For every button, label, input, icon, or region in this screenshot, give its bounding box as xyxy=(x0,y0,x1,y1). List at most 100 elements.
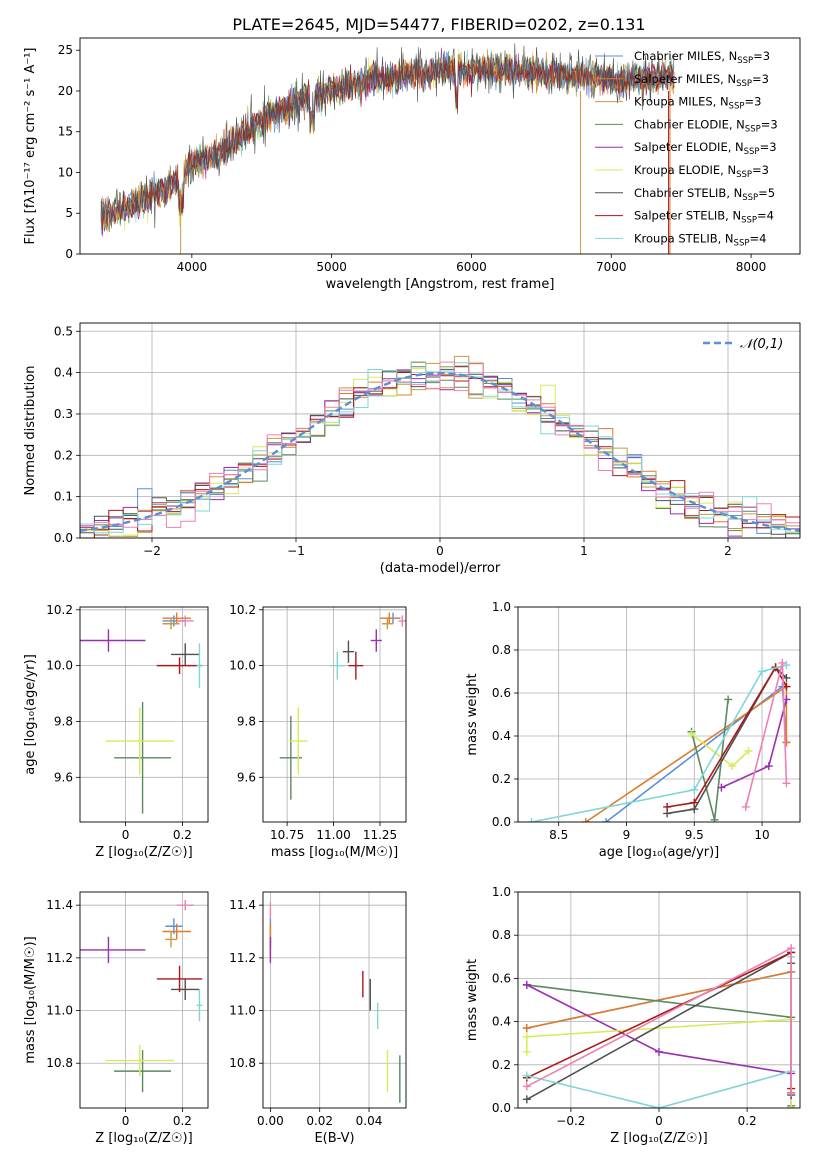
mass-weight-marker xyxy=(690,785,699,794)
y-tick-label: 0.4 xyxy=(54,366,73,380)
y-tick-label: 11.4 xyxy=(229,898,256,912)
mass-weight-marker xyxy=(782,673,791,682)
x-tick-label: 6000 xyxy=(456,260,487,274)
legend-subscript: SSP xyxy=(736,79,752,89)
legend-subscript: SSP xyxy=(741,216,757,226)
x-axis-label: Z [log₁₀(Z/Z☉)] xyxy=(95,845,192,860)
legend-suffix: =3 xyxy=(753,49,770,63)
legend-subscript: SSP xyxy=(736,170,752,180)
legend-label: Salpeter STELIB, N xyxy=(634,209,741,223)
errorbar-point xyxy=(348,651,364,680)
y-tick-label: 0.2 xyxy=(54,448,73,462)
x-tick-label: 9 xyxy=(623,828,631,842)
axes-frame xyxy=(262,606,407,823)
y-tick-label: 5 xyxy=(65,206,73,220)
legend-entry: Kroupa MILES, NSSP=3 xyxy=(634,95,761,112)
mass-weight-marker xyxy=(717,783,726,792)
y-tick-label: 10.8 xyxy=(229,1056,256,1070)
errorbar-point xyxy=(381,618,393,630)
errorbar-point xyxy=(156,965,203,993)
mass-weight-marker xyxy=(782,661,791,670)
y-axis-label: Normed distribution xyxy=(23,366,38,496)
y-tick-label: 0.5 xyxy=(54,324,73,338)
legend-label: Kroupa ELODIE, N xyxy=(634,163,736,177)
x-tick-label: 10.75 xyxy=(270,828,304,842)
legend-suffix: =3 xyxy=(752,72,769,86)
mass-weight-line xyxy=(666,665,787,815)
legend-label: Salpeter ELODIE, N xyxy=(634,140,744,154)
mass-weight-marker xyxy=(522,980,531,989)
y-tick-label: 15 xyxy=(58,125,73,139)
chart-residuals: −2 −1 0 1 2 0.0 0.1 0.2 0.3 0.4 0.5 (data-model)/er… xyxy=(23,322,801,576)
axes-frame xyxy=(262,891,407,1109)
mass-weight-marker xyxy=(522,1047,531,1056)
legend-label: Kroupa MILES, N xyxy=(634,95,729,109)
mass-weight-marker xyxy=(687,729,696,738)
plot-area xyxy=(522,944,796,1108)
legend-suffix: =5 xyxy=(758,186,775,200)
errorbar-point xyxy=(370,629,382,652)
axes-frame xyxy=(79,322,801,539)
y-axis-label: mass weight xyxy=(465,673,480,755)
errorbar-point xyxy=(105,707,174,775)
x-tick-label: −2 xyxy=(143,544,161,558)
mass-weight-marker xyxy=(655,1104,663,1108)
x-tick-label: 11.25 xyxy=(363,828,397,842)
y-tick-label: 11.0 xyxy=(229,1004,256,1018)
mass-weight-marker xyxy=(782,779,791,788)
y-tick-label: 0.1 xyxy=(54,490,73,504)
plot-area xyxy=(80,355,800,538)
y-tick-label: 10.8 xyxy=(46,1056,73,1070)
y-tick-label: 11.4 xyxy=(46,898,73,912)
y-axis-label: mass weight xyxy=(465,959,480,1041)
x-tick-label: 7000 xyxy=(596,260,627,274)
errorbar-point xyxy=(329,651,345,680)
chart-age_vs_Z: 0 0.2 9.6 9.8 10.0 10.2 Z [log₁₀(Z/Z☉)] age [lo… xyxy=(23,603,209,860)
x-tick-label: 0.02 xyxy=(306,1114,333,1128)
spectrum-line-chabrier-miles xyxy=(100,50,675,235)
y-tick-label: 1.0 xyxy=(492,885,511,899)
spectrum-line-chabrier-stelib xyxy=(100,43,675,232)
legend-suffix: =4 xyxy=(749,231,766,245)
y-tick-label: 10.0 xyxy=(229,659,256,673)
y-tick-label: 0 xyxy=(65,247,73,261)
chart-age_vs_mass: 10.75 11.00 11.25 9.6 9.8 10.0 10.2 mass [log₁₀… xyxy=(229,603,407,860)
y-tick-label: 0.0 xyxy=(492,1101,511,1115)
errorbar-point xyxy=(342,640,354,663)
chart-mass_weight_vs_Z: −0.2 0 0.2 0.0 0.2 0.4 0.6 0.8 1.0 Z [log₁₀(Z/Z☉)… xyxy=(465,885,801,1146)
y-tick-label: 9.6 xyxy=(54,770,73,784)
errorbar-point xyxy=(171,978,200,1000)
x-tick-label: −0.2 xyxy=(556,1114,585,1128)
errorbar-point xyxy=(171,643,200,666)
axes-frame xyxy=(517,606,801,823)
mass-weight-line xyxy=(585,684,788,822)
mass-weight-marker xyxy=(690,798,699,807)
mass-weight-line xyxy=(666,665,788,808)
x-tick-label: 0.2 xyxy=(738,1114,757,1128)
x-tick-label: 0 xyxy=(122,828,130,842)
mass-weight-marker xyxy=(602,818,611,822)
mass-weight-marker xyxy=(782,738,791,747)
gaussian-curve xyxy=(80,371,800,532)
y-axis-label: age [log₁₀(age/yr)] xyxy=(23,654,38,775)
errorbar-point xyxy=(162,618,180,630)
mass-weight-marker xyxy=(522,1082,531,1091)
errorbar-point xyxy=(162,923,191,940)
y-tick-label: 0.3 xyxy=(54,407,73,421)
x-axis-label: wavelength [Angstrom, rest frame] xyxy=(326,277,555,292)
y-tick-label: 0.8 xyxy=(492,928,511,942)
y-tick-label: 0.8 xyxy=(492,643,511,657)
mass-weight-marker xyxy=(663,802,672,811)
y-axis-label: Flux [fλ10⁻¹⁷ erg cm⁻² s⁻¹ A⁻¹] xyxy=(23,48,38,245)
axes-frame xyxy=(79,891,209,1109)
y-tick-label: 9.8 xyxy=(54,714,73,728)
errorbar-point xyxy=(80,629,146,652)
y-tick-label: 25 xyxy=(58,43,73,57)
y-tick-label: 0.6 xyxy=(492,971,511,985)
legend-suffix: =4 xyxy=(757,209,774,223)
x-axis-label: mass [log₁₀(M/M☉)] xyxy=(271,845,398,860)
x-axis-label: (data-model)/error xyxy=(380,561,501,576)
x-tick-label: 8000 xyxy=(736,260,767,274)
x-axis-label: age [log₁₀(age/yr)] xyxy=(599,845,720,860)
